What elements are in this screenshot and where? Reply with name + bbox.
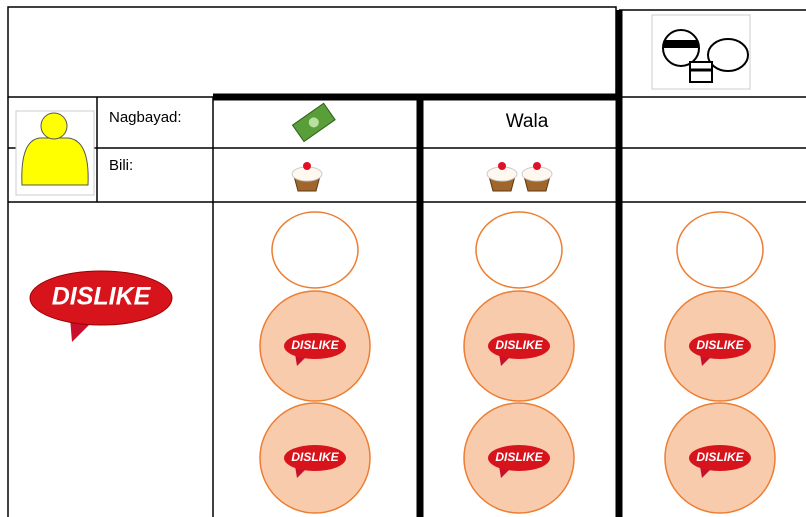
badge bbox=[284, 333, 346, 359]
badge-text: DISLIKE bbox=[696, 338, 744, 352]
cupcakes bbox=[291, 162, 553, 192]
paid-value: Wala bbox=[506, 111, 549, 132]
empty-circle bbox=[475, 211, 563, 289]
badge bbox=[488, 445, 550, 471]
cupcake-cherry bbox=[498, 162, 506, 170]
badge bbox=[284, 445, 346, 471]
main-badge: DISLIKE bbox=[29, 270, 173, 342]
badge bbox=[488, 333, 550, 359]
columns: DISLIKE DISLIKE DISLIKE DISLIKE DISLIKE DISLI… bbox=[259, 211, 776, 514]
empty-circle bbox=[271, 211, 359, 289]
badge-text: DISLIKE bbox=[495, 338, 543, 352]
badge-text: DISLIKE bbox=[696, 450, 744, 464]
person-icon bbox=[15, 110, 95, 196]
bought-label: Bili: bbox=[109, 157, 133, 174]
cupcake-cherry bbox=[303, 162, 311, 170]
badge-text: DISLIKE bbox=[495, 450, 543, 464]
badge-text: DISLIKE bbox=[291, 450, 339, 464]
main-badge-text: DISLIKE bbox=[52, 283, 152, 311]
badge bbox=[689, 333, 751, 359]
money-icon bbox=[291, 102, 336, 143]
badge bbox=[689, 445, 751, 471]
thief-icon bbox=[651, 14, 751, 90]
empty-circle bbox=[676, 211, 764, 289]
badge-text: DISLIKE bbox=[291, 338, 339, 352]
table-lines bbox=[7, 6, 806, 517]
paid-label: Nagbayad: bbox=[109, 109, 182, 126]
cupcake-cherry bbox=[533, 162, 541, 170]
